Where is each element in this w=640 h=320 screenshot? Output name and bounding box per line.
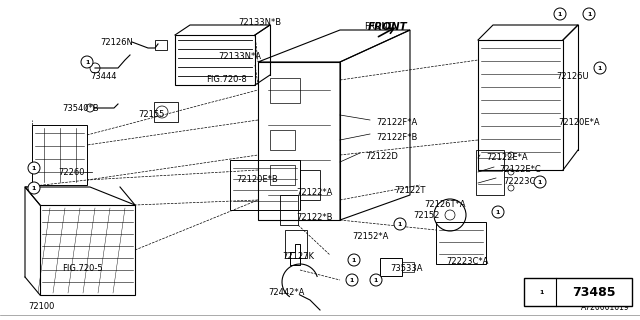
Text: 72100: 72100 [28, 302, 54, 311]
Text: FRONT: FRONT [364, 22, 393, 31]
Circle shape [81, 56, 93, 68]
Bar [524, 278, 632, 306]
Text: A720001619: A720001619 [581, 303, 630, 312]
Bar [32, 125, 87, 185]
Bar [154, 102, 178, 122]
Text: 72122E*A: 72122E*A [486, 153, 527, 162]
Circle shape [554, 8, 566, 20]
Circle shape [534, 176, 546, 188]
Text: 1: 1 [598, 66, 602, 70]
Circle shape [394, 218, 406, 230]
Text: 73485: 73485 [572, 285, 616, 299]
Text: FIG.720-8: FIG.720-8 [206, 75, 247, 84]
Circle shape [536, 286, 548, 298]
Text: 73540*B: 73540*B [62, 104, 99, 113]
Bar [270, 130, 295, 150]
Circle shape [583, 8, 595, 20]
Bar [270, 78, 300, 103]
Circle shape [346, 274, 358, 286]
Text: 72122*A: 72122*A [296, 188, 332, 197]
Text: 72122E*C: 72122E*C [499, 165, 541, 174]
Text: 72122D: 72122D [365, 152, 398, 161]
Bar [280, 195, 298, 225]
Text: 72120E*B: 72120E*B [236, 175, 278, 184]
Text: FRONT: FRONT [368, 22, 408, 32]
Bar [478, 40, 563, 170]
Text: 72260―: 72260― [58, 168, 93, 177]
Text: 72126U: 72126U [556, 72, 589, 81]
Text: 1: 1 [352, 258, 356, 262]
Text: 1: 1 [32, 186, 36, 190]
Bar [270, 165, 295, 185]
Text: 1: 1 [350, 277, 354, 283]
Bar [436, 222, 486, 264]
Text: 73444: 73444 [90, 72, 116, 81]
Bar [285, 230, 307, 258]
Text: 72133N*B: 72133N*B [238, 18, 281, 27]
Text: 72133N*A: 72133N*A [218, 52, 261, 61]
Bar [40, 205, 135, 295]
Bar [155, 40, 167, 50]
Text: 72127K: 72127K [282, 252, 314, 261]
Bar [380, 258, 402, 276]
Text: 1: 1 [32, 165, 36, 171]
Circle shape [28, 162, 40, 174]
Text: 72155: 72155 [138, 110, 164, 119]
Text: 72152*A: 72152*A [352, 232, 388, 241]
Text: 73533A: 73533A [390, 264, 422, 273]
Text: 72223C*B: 72223C*B [503, 177, 545, 186]
Text: 1: 1 [540, 290, 544, 294]
Bar [476, 150, 504, 195]
Bar [402, 262, 414, 272]
Text: 1: 1 [558, 12, 562, 17]
Bar [300, 170, 320, 200]
Bar [230, 160, 300, 210]
Text: 1: 1 [374, 277, 378, 283]
Text: 72122F*B: 72122F*B [376, 133, 417, 142]
Bar [175, 35, 255, 85]
Text: 72442*A: 72442*A [268, 288, 305, 297]
Text: 1: 1 [538, 180, 542, 185]
Text: FIG.720-5: FIG.720-5 [62, 264, 102, 273]
Text: 1: 1 [587, 12, 591, 17]
Text: 72152: 72152 [413, 211, 440, 220]
Text: 72126N: 72126N [100, 38, 133, 47]
Circle shape [28, 182, 40, 194]
Text: 1: 1 [496, 210, 500, 214]
Text: 1: 1 [398, 221, 402, 227]
Text: 72126T*A: 72126T*A [424, 200, 465, 209]
Text: 72223C*A: 72223C*A [446, 257, 488, 266]
Text: 1: 1 [85, 60, 89, 65]
Text: 72122T: 72122T [394, 186, 426, 195]
Text: 72120E*A: 72120E*A [558, 118, 600, 127]
Circle shape [594, 62, 606, 74]
Text: 72122F*A: 72122F*A [376, 118, 417, 127]
Text: 72122*B: 72122*B [296, 213, 333, 222]
Circle shape [348, 254, 360, 266]
Circle shape [370, 274, 382, 286]
Circle shape [492, 206, 504, 218]
